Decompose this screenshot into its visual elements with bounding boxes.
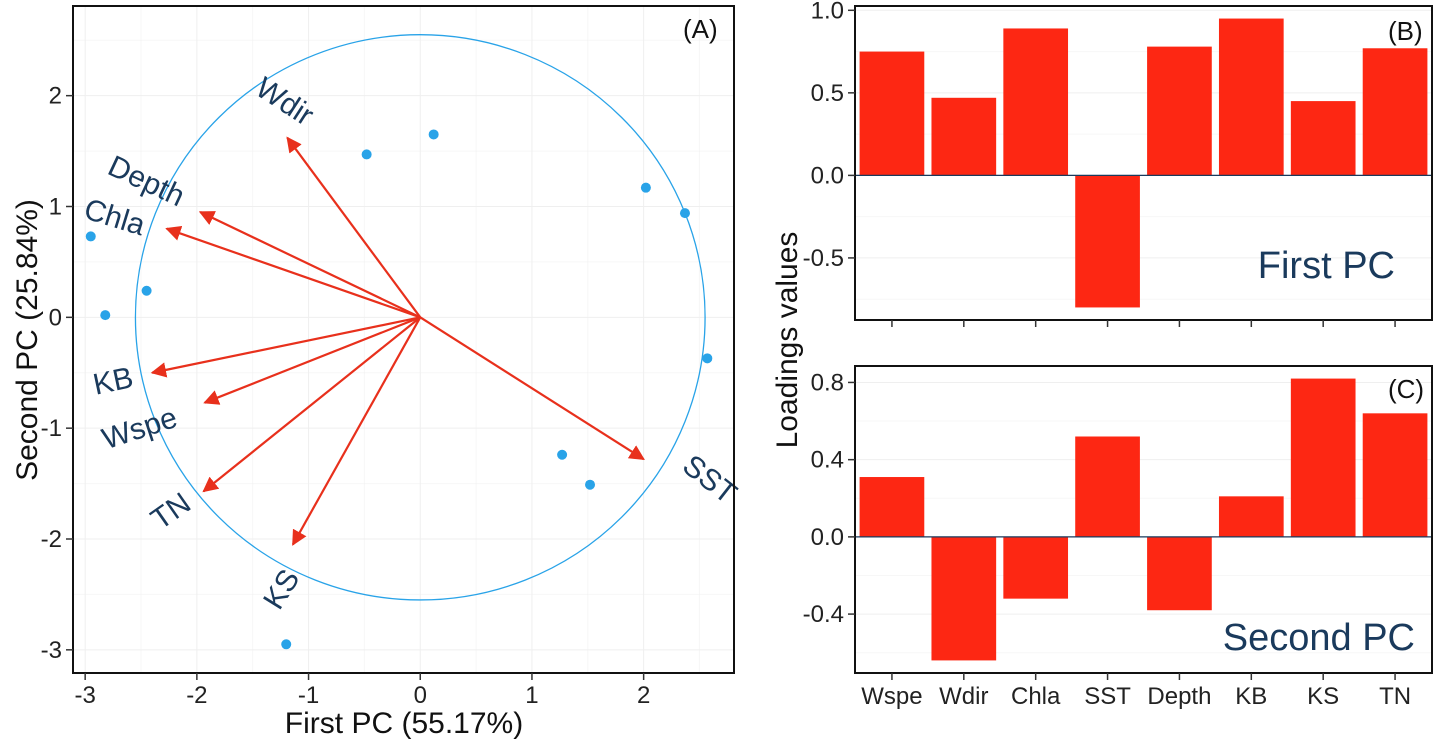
vector-label: KS [257, 564, 306, 615]
first-pc-title: First PC [1258, 245, 1395, 287]
loading-bar [1290, 378, 1356, 537]
y-tick-label: 0.0 [811, 162, 844, 189]
x-tick-label: Chla [1011, 683, 1061, 710]
y-tick-label: -1 [41, 415, 62, 442]
y-tick-label: -0.5 [803, 245, 844, 272]
biplot-grid [74, 7, 733, 672]
loading-bar [1290, 101, 1356, 176]
loading-bar [1362, 48, 1428, 176]
loading-arrow [202, 316, 421, 493]
loading-arrow [286, 136, 422, 318]
second-pc-x-ticks: Wspe Wdir Chla SST Depth KB KS TN [861, 673, 1411, 710]
loadings-y-axis-title: Loadings values [771, 232, 804, 449]
first-pc-x-ticks [891, 320, 1396, 327]
vector-label: SST [676, 449, 742, 511]
loading-arrow [203, 316, 421, 405]
biplot-x-axis-title: First PC (55.17%) [285, 707, 523, 740]
y-tick-label: 2 [49, 83, 62, 110]
loading-bar [931, 97, 997, 176]
loading-arrow [198, 211, 421, 319]
first-pc-frame [854, 5, 1433, 321]
x-tick-label: TN [1379, 683, 1411, 710]
score-point [585, 479, 596, 490]
second-pc-y-ticks: -0.4 0.0 0.4 0.8 [803, 369, 855, 628]
first-pc-bars [856, 18, 1431, 308]
score-point [85, 231, 96, 242]
loading-bar [859, 51, 925, 176]
y-tick-label: 0.5 [811, 80, 844, 107]
panel-label-c: (C) [1388, 374, 1424, 404]
loading-bar [1075, 175, 1140, 308]
x-tick-label: Wdir [939, 683, 988, 710]
second-pc-bars [856, 378, 1431, 661]
vector-label: TN [145, 487, 197, 537]
first-pc-loadings-panel: -0.5 0.0 0.5 1.0 (B) First PC [803, 0, 1433, 327]
x-tick-label: -3 [74, 682, 95, 709]
first-pc-y-ticks: -0.5 0.0 0.5 1.0 [803, 0, 855, 272]
loading-bar [1218, 18, 1284, 176]
y-tick-label: -2 [41, 526, 62, 553]
panel-label-a: (A) [683, 14, 718, 44]
x-tick-label: KS [1307, 683, 1339, 710]
vector-label: KB [90, 361, 136, 402]
loading-bar [1147, 46, 1212, 176]
biplot-y-axis-title: Second PC (25.84%) [11, 199, 44, 481]
y-tick-label: 0.0 [811, 524, 844, 551]
loading-vectors [150, 136, 645, 546]
y-tick-label: -0.4 [803, 601, 844, 628]
x-tick-label: 1 [525, 682, 538, 709]
score-point [141, 285, 152, 296]
x-tick-label: -2 [186, 682, 207, 709]
loading-bar [859, 477, 925, 537]
score-point [640, 182, 651, 193]
y-tick-label: -3 [41, 637, 62, 664]
loading-bar [1003, 536, 1069, 599]
score-point [428, 129, 439, 140]
loading-arrow [165, 225, 421, 319]
x-tick-label: 2 [637, 682, 650, 709]
loading-bar [1075, 436, 1140, 537]
biplot-frame [72, 5, 735, 674]
loading-bar [1147, 536, 1212, 611]
score-point [679, 208, 690, 219]
biplot-x-ticks: -3 -2 -1 0 1 2 [74, 673, 650, 709]
score-point [100, 310, 111, 321]
score-point [702, 353, 713, 364]
loading-bar [1362, 413, 1428, 537]
x-tick-label: 0 [414, 682, 427, 709]
loading-arrow [291, 316, 422, 546]
y-tick-label: 1.0 [811, 0, 844, 24]
panel-label-b: (B) [1388, 16, 1423, 46]
score-point [557, 449, 568, 460]
score-point [281, 639, 292, 650]
loading-arrow [150, 316, 421, 378]
score-point [361, 149, 372, 160]
correlation-circle [134, 34, 706, 601]
vector-label: Wspe [98, 401, 181, 456]
x-tick-label: SST [1084, 683, 1131, 710]
loading-bar [931, 536, 997, 661]
second-pc-loadings-panel: -0.4 0.0 0.4 0.8 Wspe Wdir Chla SST Depth KB KS TN… [803, 365, 1433, 710]
x-tick-label: KB [1235, 683, 1267, 710]
score-points [85, 129, 713, 650]
correlation-circle-layer [134, 34, 706, 601]
x-tick-label: Wspe [861, 683, 922, 710]
x-tick-label: -1 [298, 682, 319, 709]
y-tick-label: 0.4 [811, 447, 844, 474]
biplot-y-ticks: -3 -2 -1 0 1 2 [41, 83, 73, 664]
second-pc-title: Second PC [1223, 617, 1415, 659]
y-tick-label: 1 [49, 194, 62, 221]
second-pc-frame [854, 365, 1433, 674]
loading-bar [1003, 28, 1069, 176]
loading-arrow [419, 316, 645, 461]
x-tick-label: Depth [1147, 683, 1211, 710]
y-tick-label: 0 [49, 304, 62, 331]
loading-bar [1218, 496, 1284, 537]
y-tick-label: 0.8 [811, 369, 844, 396]
